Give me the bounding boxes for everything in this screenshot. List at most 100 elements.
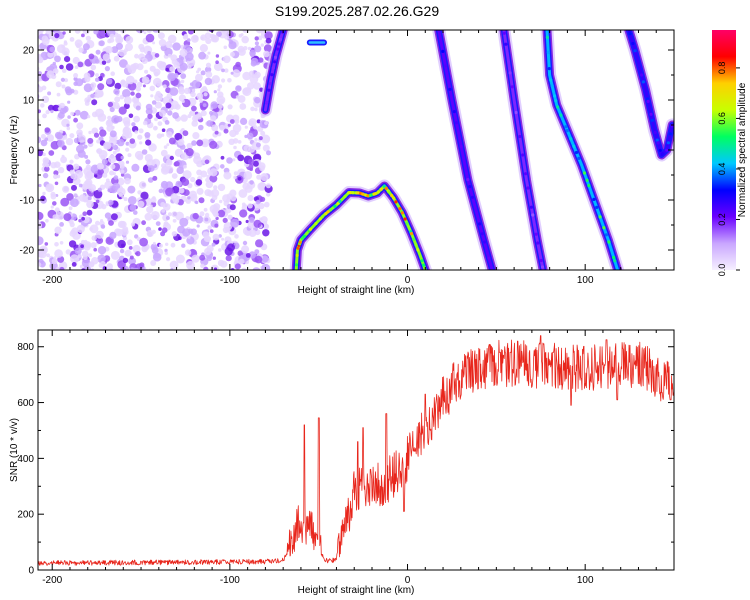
noise-speck — [54, 131, 63, 139]
noise-speck — [146, 30, 153, 33]
noise-speck — [97, 168, 104, 176]
noise-speck — [64, 56, 71, 63]
noise-speck — [145, 107, 153, 115]
noise-speck — [30, 170, 36, 176]
track-bead — [653, 130, 657, 135]
noise-speck — [141, 149, 148, 155]
track-bead — [403, 217, 407, 221]
noise-speck — [69, 230, 76, 237]
noise-speck — [88, 130, 92, 135]
noise-speck — [73, 163, 80, 170]
noise-speck — [40, 103, 45, 108]
noise-speck — [90, 82, 97, 89]
snr-ylabel: SNR (10 * v/v) — [9, 418, 20, 482]
noise-speck — [247, 195, 254, 202]
noise-speck — [82, 43, 90, 51]
noise-speck — [44, 127, 51, 133]
noise-speck — [76, 122, 84, 130]
noise-speck — [122, 257, 129, 264]
noise-speck — [53, 170, 59, 176]
noise-speck — [129, 204, 137, 211]
noise-speck — [245, 219, 249, 224]
noise-speck — [134, 234, 139, 239]
snr-panel: -200 -100 0 100 0 200 400 600 800 Height of stra… — [9, 329, 675, 596]
track-bead — [531, 213, 535, 217]
track-line-b — [497, 30, 550, 270]
noise-speck — [169, 66, 176, 72]
x-tick-label: -200 — [42, 275, 62, 286]
track-bead — [508, 71, 512, 75]
noise-speck — [77, 61, 84, 68]
noise-speck — [156, 133, 163, 139]
noise-speck — [204, 212, 210, 218]
noise-speck — [264, 121, 268, 125]
noise-speck — [121, 243, 125, 248]
noise-speck — [42, 113, 47, 119]
noise-speck — [190, 91, 196, 98]
noise-speck — [144, 69, 149, 74]
track-bead — [649, 112, 653, 116]
track-bead — [294, 273, 297, 276]
noise-speck — [54, 55, 61, 63]
noise-speck — [245, 253, 251, 258]
heatmap-frame — [37, 29, 675, 271]
track-bead — [478, 222, 482, 226]
noise-speck — [190, 176, 196, 183]
noise-speck — [63, 78, 69, 83]
noise-speck — [255, 142, 261, 148]
noise-speck — [215, 60, 219, 64]
noise-speck — [78, 183, 83, 188]
noise-speck — [265, 37, 272, 44]
noise-speck — [203, 266, 209, 270]
noise-speck — [44, 137, 49, 142]
noise-speck — [142, 270, 149, 277]
noise-speck — [126, 75, 135, 85]
noise-speck — [229, 204, 236, 211]
noise-speck — [203, 207, 208, 212]
noise-speck — [97, 187, 102, 192]
noise-speck — [247, 158, 255, 165]
track-bead — [400, 211, 404, 215]
noise-speck — [260, 43, 264, 47]
track-bead — [641, 80, 646, 84]
noise-speck — [78, 219, 82, 223]
noise-speck — [208, 30, 215, 33]
noise-speck — [47, 104, 55, 111]
noise-speck — [178, 87, 185, 95]
noise-speck — [95, 73, 99, 77]
noise-speck — [264, 201, 270, 208]
snr-frame — [37, 329, 675, 571]
noise-speck — [260, 130, 266, 136]
noise-speck — [60, 77, 65, 82]
noise-speck — [222, 30, 231, 36]
track-bead — [577, 156, 581, 160]
noise-speck — [156, 80, 163, 87]
noise-speck — [261, 255, 269, 263]
noise-speck — [224, 247, 233, 256]
noise-speck — [151, 247, 159, 254]
noise-speck — [40, 134, 46, 139]
noise-speck — [217, 88, 221, 92]
noise-speck — [255, 199, 261, 205]
noise-speck — [139, 262, 145, 268]
noise-speck — [125, 160, 130, 164]
noise-speck — [248, 217, 255, 223]
noise-speck — [57, 140, 65, 148]
noise-speck — [127, 196, 137, 205]
noise-speck — [192, 88, 196, 92]
noise-speck — [134, 53, 139, 59]
noise-speck — [98, 40, 105, 47]
noise-speck — [191, 35, 199, 43]
track-bead — [351, 191, 355, 195]
noise-speck — [223, 55, 231, 64]
noise-speck — [87, 196, 92, 201]
noise-speck — [230, 218, 240, 228]
noise-speck — [206, 255, 212, 262]
noise-speck — [155, 90, 161, 97]
colorbar-ticks: 0.0 0.2 0.4 0.6 0.8 — [717, 62, 740, 276]
noise-speck — [133, 210, 138, 215]
noise-speck — [50, 193, 57, 200]
track-bead — [271, 66, 275, 70]
noise-speck — [171, 58, 178, 65]
track-bead — [646, 97, 650, 101]
